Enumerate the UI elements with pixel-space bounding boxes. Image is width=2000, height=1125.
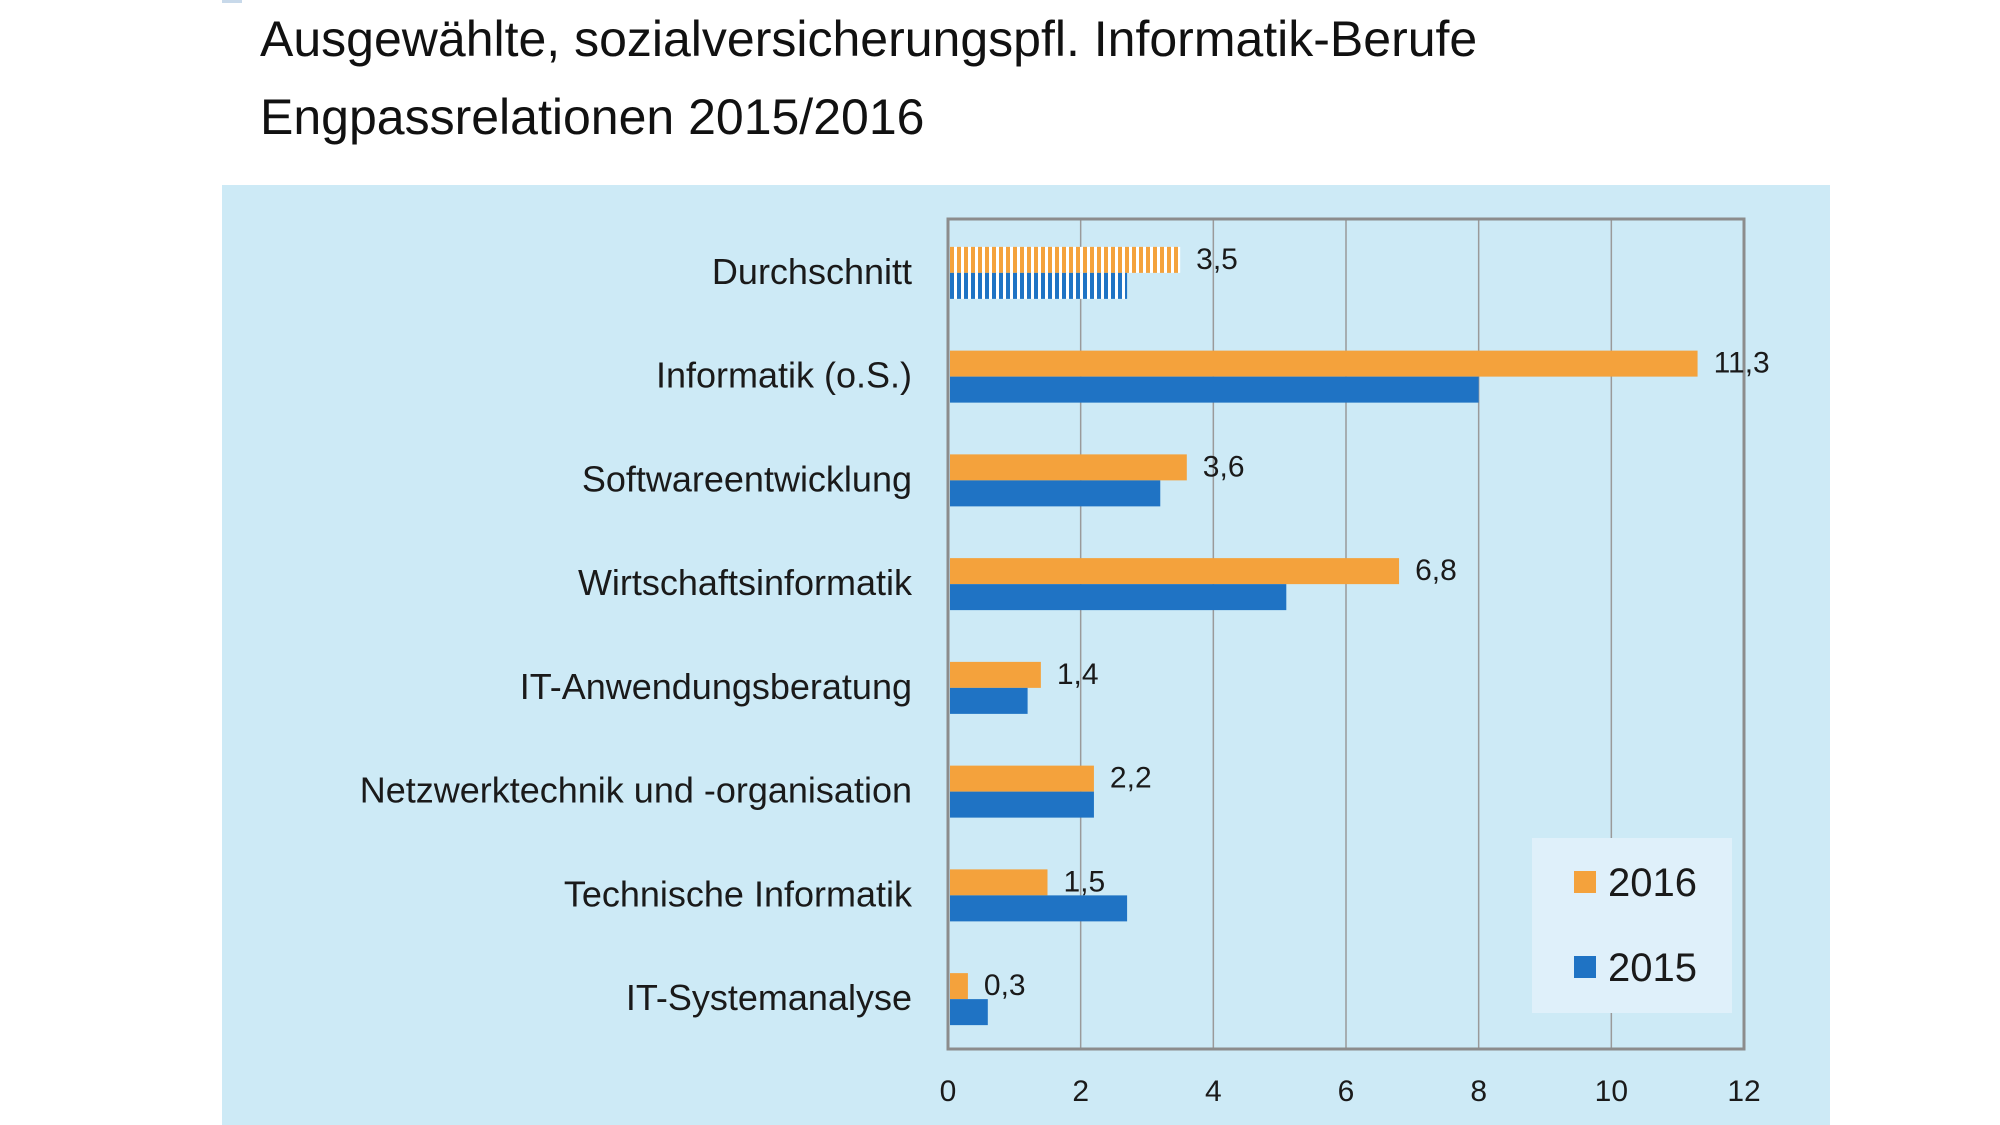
slide-title: Ausgewählte, sozialversicherungspfl. Inf…	[260, 0, 1477, 156]
category-label: IT-Systemanalyse	[626, 977, 912, 1018]
bar-2015	[950, 584, 1287, 611]
legend-swatch-2016	[1574, 871, 1596, 893]
bar-2016	[950, 765, 1094, 792]
data-label-2016: 11,3	[1714, 347, 1770, 380]
category-label: IT-Anwendungsberatung	[520, 666, 912, 707]
x-tick-label: 8	[1470, 1075, 1487, 1108]
data-label-2016: 0,3	[984, 969, 1026, 1002]
x-tick-label: 12	[1727, 1075, 1760, 1108]
bar-2015	[950, 791, 1094, 818]
title-line-2: Engpassrelationen 2015/2016	[260, 89, 925, 145]
bar-2016	[950, 869, 1048, 896]
bar-2015	[950, 687, 1028, 714]
data-label-2016: 3,5	[1196, 243, 1238, 276]
bar-2016	[950, 246, 1181, 273]
bar-2015	[950, 376, 1479, 403]
bar-2015	[950, 480, 1161, 507]
data-label-2016: 1,4	[1057, 658, 1099, 691]
data-label-2016: 3,6	[1203, 450, 1245, 483]
title-line-1: Ausgewählte, sozialversicherungspfl. Inf…	[260, 11, 1478, 67]
corner-accent	[222, 0, 242, 3]
category-label: Wirtschaftsinformatik	[578, 562, 913, 603]
legend-label-2016: 2016	[1608, 861, 1697, 905]
data-label-2016: 2,2	[1110, 762, 1152, 795]
bar-2016	[950, 973, 968, 1000]
bar-2016	[950, 350, 1698, 377]
category-label: Technische Informatik	[564, 873, 913, 914]
x-tick-label: 4	[1205, 1075, 1222, 1108]
x-tick-label: 10	[1595, 1075, 1628, 1108]
legend-label-2015: 2015	[1608, 946, 1697, 990]
bar-2015	[950, 895, 1128, 922]
data-label-2016: 6,8	[1415, 554, 1457, 587]
category-label: Durchschnitt	[712, 251, 912, 292]
category-label: Softwareentwicklung	[582, 458, 912, 499]
bar-2016	[950, 661, 1041, 688]
category-label: Informatik (o.S.)	[656, 355, 912, 396]
x-tick-label: 2	[1072, 1075, 1089, 1108]
data-label-2016: 1,5	[1064, 865, 1106, 898]
category-label: Netzwerktechnik und -organisation	[360, 770, 912, 811]
plot-frame	[946, 217, 1746, 1051]
bar-2015	[950, 272, 1128, 299]
bar-2016	[950, 454, 1187, 481]
legend-box	[1532, 838, 1732, 1013]
x-tick-label: 0	[940, 1075, 957, 1108]
x-tick-label: 6	[1338, 1075, 1355, 1108]
legend-swatch-2015	[1574, 956, 1596, 978]
bar-2015	[950, 999, 988, 1026]
bar-2016	[950, 558, 1400, 585]
chart-panel: 0 2 4 6 8 10 12 Durchschnitt 3,5 Informatik (o.S.…	[222, 185, 1830, 1125]
bar-chart: 0 2 4 6 8 10 12 Durchschnitt 3,5 Informatik (o.S.…	[360, 217, 1770, 1108]
